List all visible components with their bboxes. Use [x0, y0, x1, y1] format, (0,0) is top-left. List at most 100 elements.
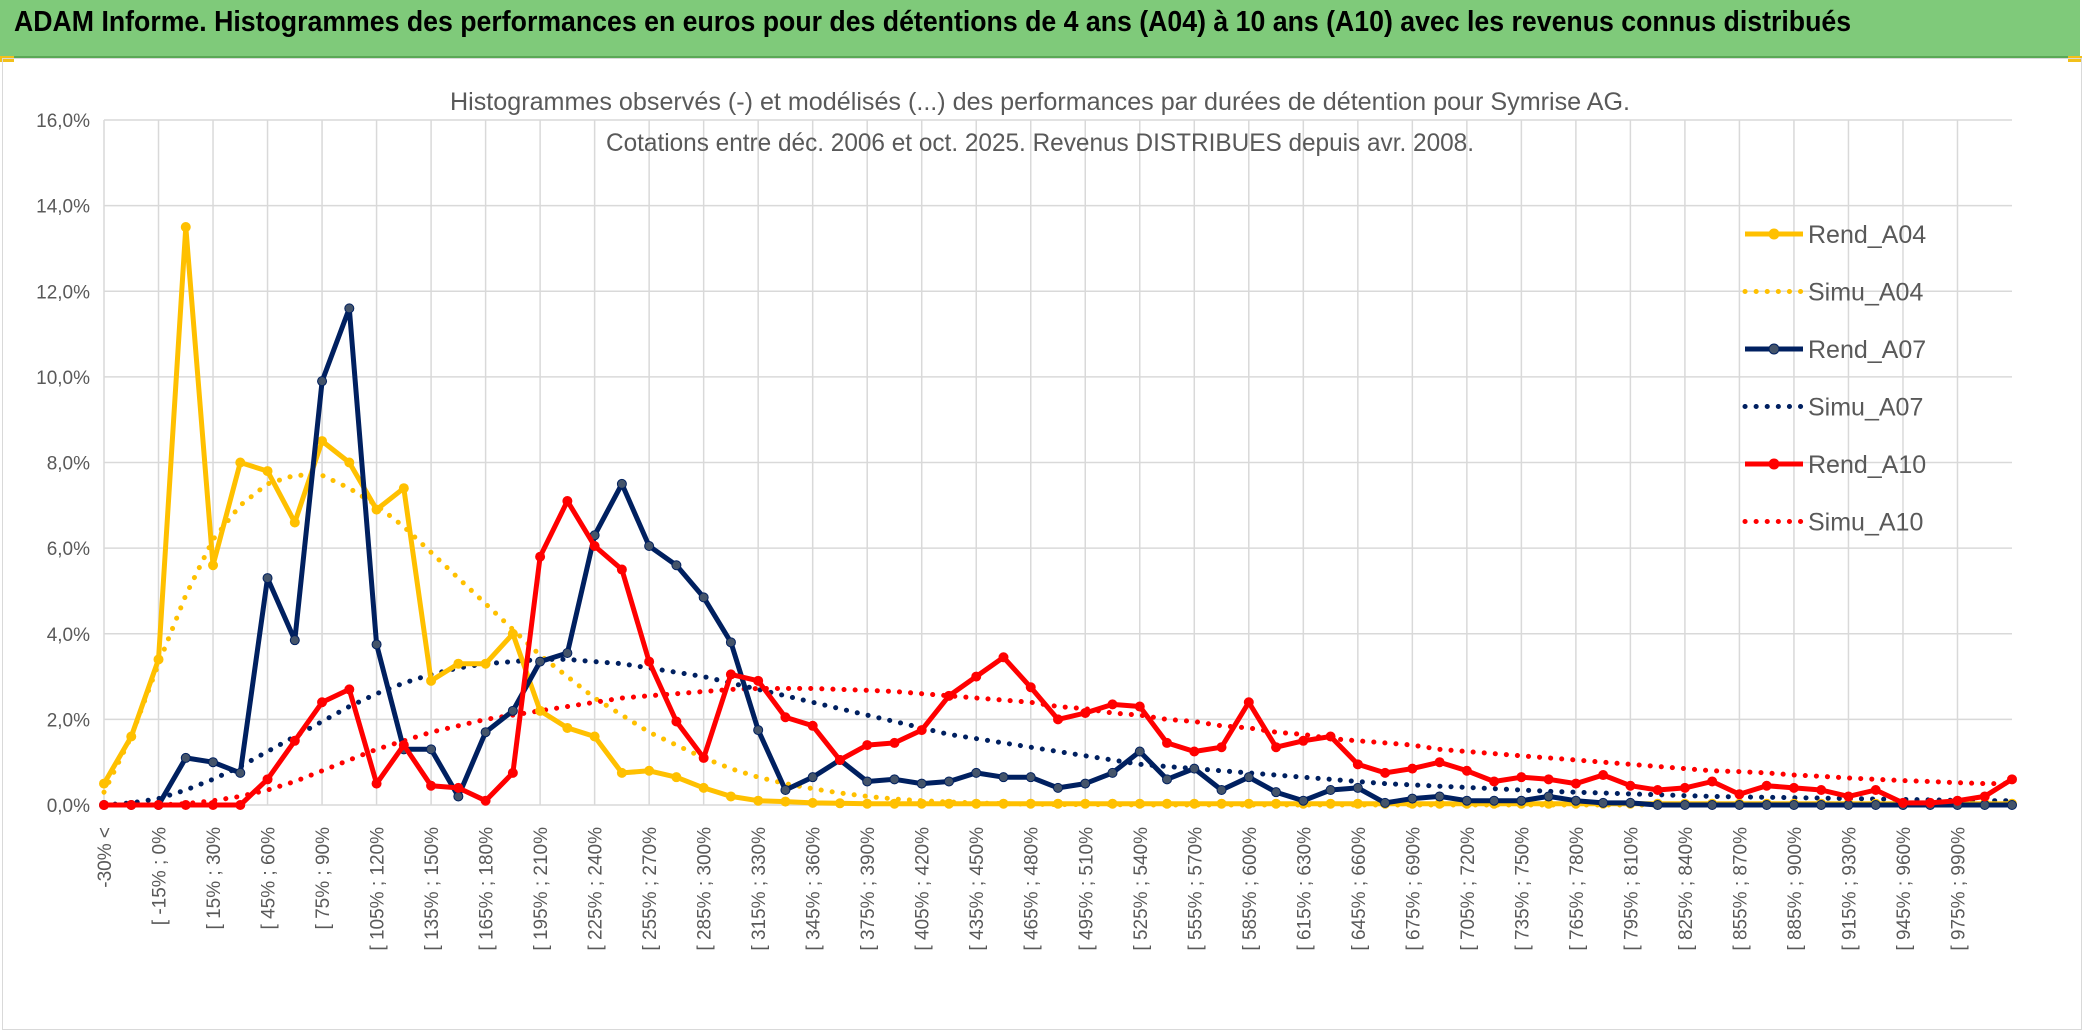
series-line	[101, 656, 2015, 808]
report-title: ADAM Informe. Histogrammes des performan…	[14, 6, 1852, 38]
data-point	[1025, 772, 1036, 783]
data-point	[916, 798, 927, 809]
data-point	[807, 797, 818, 808]
data-point	[616, 564, 627, 575]
data-point	[943, 798, 954, 809]
data-point	[398, 483, 409, 494]
data-point	[262, 573, 273, 584]
data-point	[344, 684, 355, 695]
y-tick-label: 16,0%	[36, 111, 90, 132]
y-tick-label: 4,0%	[47, 625, 90, 646]
data-point	[1761, 780, 1772, 791]
data-point	[780, 712, 791, 723]
data-point	[780, 785, 791, 796]
data-point	[289, 517, 300, 528]
data-point	[807, 772, 818, 783]
x-tick-label: -30% <	[95, 827, 116, 888]
data-point	[1489, 776, 1500, 787]
series-line	[104, 498, 2014, 808]
corner-mark-left	[0, 56, 14, 62]
legend-item: Simu_A10	[1742, 509, 1923, 537]
x-tick-label: [ 285% ; 300%	[695, 827, 716, 951]
data-point	[208, 560, 219, 571]
data-point	[1325, 798, 1336, 809]
data-point	[1788, 800, 1799, 810]
data-point	[235, 767, 246, 778]
x-tick-label: [ 135% ; 150%	[422, 827, 443, 951]
x-tick-label: [ 885% ; 900%	[1785, 827, 1806, 951]
data-point	[1570, 795, 1581, 806]
data-point	[698, 752, 709, 763]
x-tick-label: [ 465% ; 480%	[1022, 827, 1043, 951]
data-point	[1734, 789, 1745, 800]
data-point	[317, 376, 328, 387]
chart-title: Histogrammes observés (-) et modélisés (…	[450, 88, 1630, 116]
data-point	[753, 675, 764, 686]
data-point	[1271, 742, 1282, 753]
data-point	[507, 705, 518, 716]
y-axis-ticks: 0,0% 2,0% 4,0% 6,0% 8,0% 10,0% 12,0% 14,0% 16,0%	[36, 111, 90, 817]
x-tick-label: [ 435% ; 450%	[967, 827, 988, 951]
data-point	[1107, 699, 1118, 710]
series-line	[101, 472, 2015, 808]
series-layer	[99, 222, 2017, 810]
x-tick-label: [ 945% ; 960%	[1894, 827, 1915, 951]
data-point	[698, 782, 709, 793]
data-point	[398, 740, 409, 751]
data-point	[1243, 697, 1254, 708]
x-axis-ticks: -30% < [ -15% ; 0% [ 15% ; 30% [ 45% ; 60% […	[95, 827, 1969, 951]
data-point	[1325, 731, 1336, 742]
data-point	[1189, 746, 1200, 757]
data-point	[180, 222, 191, 233]
data-point	[317, 436, 328, 447]
legend-item: Simu_A07	[1742, 394, 1923, 422]
data-point	[562, 648, 573, 659]
x-tick-label: [ 765% ; 780%	[1567, 827, 1588, 951]
data-point	[998, 772, 1009, 783]
data-point	[916, 778, 927, 789]
data-point	[644, 765, 655, 776]
data-point	[753, 725, 764, 736]
series-rend-a07	[99, 303, 2017, 810]
data-point	[1053, 714, 1063, 725]
data-point	[616, 478, 627, 489]
data-point	[1897, 797, 1908, 808]
y-tick-label: 14,0%	[36, 197, 90, 218]
data-point	[1407, 793, 1418, 804]
data-point	[1707, 776, 1718, 787]
data-point	[1434, 757, 1445, 768]
data-point	[998, 798, 1009, 809]
y-tick-label: 12,0%	[36, 282, 90, 303]
x-tick-label: [ 705% ; 720%	[1458, 827, 1479, 951]
data-point	[1625, 797, 1636, 808]
data-point	[126, 800, 137, 810]
chart-frame	[2, 58, 2082, 1030]
x-tick-label: [ 555% ; 570%	[1185, 827, 1206, 951]
data-point	[1298, 795, 1309, 806]
data-point	[1189, 763, 1200, 774]
x-tick-label: [ 735% ; 750%	[1512, 827, 1533, 951]
data-point	[916, 725, 927, 736]
x-tick-label: [ 195% ; 210%	[531, 827, 552, 951]
data-point	[725, 637, 736, 648]
data-point	[1843, 791, 1854, 802]
legend-label: Simu_A07	[1808, 394, 1923, 422]
data-point	[480, 795, 491, 806]
data-point	[1162, 798, 1173, 809]
data-point	[943, 776, 954, 787]
data-point	[1243, 798, 1254, 809]
data-point	[1516, 795, 1527, 806]
x-tick-label: [ 375% ; 390%	[858, 827, 879, 951]
data-point	[1053, 798, 1063, 809]
data-point	[180, 752, 191, 763]
data-point	[1243, 772, 1254, 783]
series-line	[101, 686, 2015, 808]
data-point	[725, 669, 736, 680]
data-point	[698, 592, 709, 603]
chart-subtitle: Cotations entre déc. 2006 et oct. 2025. …	[606, 129, 1474, 157]
data-point	[1107, 798, 1118, 809]
data-point	[1734, 800, 1745, 810]
data-point	[589, 731, 600, 742]
x-tick-label: [ 495% ; 510%	[1076, 827, 1097, 951]
